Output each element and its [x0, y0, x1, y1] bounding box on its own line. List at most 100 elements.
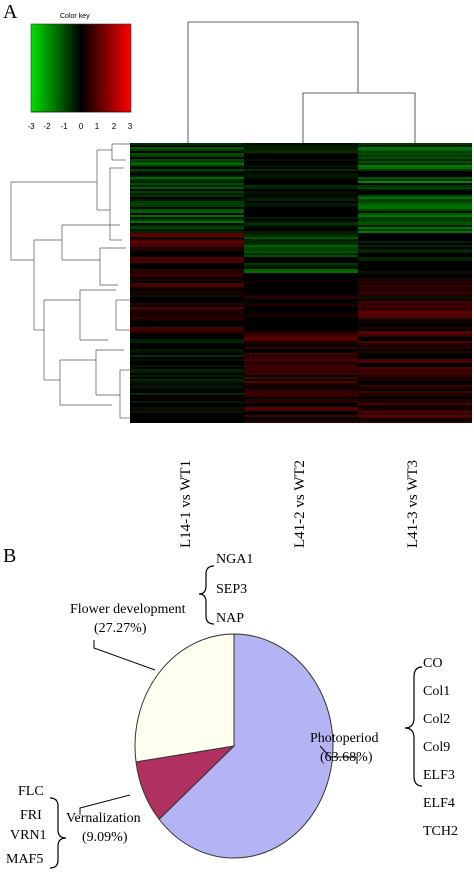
heatmap-cell — [358, 273, 472, 275]
pie-slice-photoperiod — [158, 633, 334, 859]
heatmap-cell — [130, 411, 244, 413]
heatmap-cell — [244, 199, 358, 201]
heatmap-cell — [130, 249, 244, 251]
heatmap-cell — [130, 279, 244, 281]
heatmap-cell — [130, 313, 244, 315]
heatmap-cell — [358, 359, 472, 361]
color-key-tick: 0 — [78, 122, 84, 131]
heatmap-cell — [130, 247, 244, 249]
heatmap-cell — [130, 233, 244, 235]
flower-dev-brace — [198, 565, 215, 625]
heatmap-cell — [358, 373, 472, 375]
heatmap-cell — [358, 221, 472, 223]
heatmap-cell — [358, 347, 472, 349]
heatmap-cell — [358, 409, 472, 411]
color-key-title: Color key — [60, 13, 90, 20]
heatmap-cell — [358, 415, 472, 417]
heatmap-cell — [244, 145, 358, 147]
heatmap-cell — [358, 305, 472, 307]
heatmap-cell — [358, 163, 472, 165]
pie-leaders — [79, 640, 358, 815]
heatmap-cell — [244, 355, 358, 357]
heatmap-cell — [358, 295, 472, 297]
photoperiod-brace — [404, 666, 423, 787]
heatmap-cell — [358, 279, 472, 281]
heatmap-cell — [358, 421, 472, 423]
gene-label: NGA1 — [216, 552, 254, 567]
heatmap-cell — [358, 179, 472, 181]
flower-development-percent: (27.27%) — [94, 621, 147, 636]
heatmap-cell — [358, 241, 472, 243]
heatmap-cell — [358, 345, 472, 347]
heatmap-cell — [130, 315, 244, 317]
heatmap-cell — [244, 419, 358, 421]
heatmap-cell — [244, 147, 358, 149]
heatmap-cell — [358, 335, 472, 337]
photoperiod-leader — [319, 745, 358, 764]
heatmap-cell — [358, 245, 472, 247]
heatmap-cell — [358, 199, 472, 201]
heatmap-cell — [358, 403, 472, 405]
heatmap-cell — [130, 177, 244, 179]
heatmap-cell — [358, 161, 472, 163]
heatmap-cell — [130, 231, 244, 233]
heatmap-cell — [244, 359, 358, 361]
heatmap-cell — [130, 163, 244, 165]
heatmap-cell — [244, 239, 358, 241]
heatmap-cell — [130, 203, 244, 205]
heatmap-cell — [358, 413, 472, 415]
heatmap-cell — [358, 287, 472, 289]
heatmap-cell — [358, 195, 472, 197]
heatmap-cell — [244, 363, 358, 365]
heatmap-cell — [130, 181, 244, 183]
heatmap-cell — [244, 197, 358, 199]
heatmap-cell — [358, 311, 472, 313]
flower-dev-leader — [93, 640, 156, 671]
heatmap-cell — [130, 165, 244, 167]
heatmap-cell — [130, 269, 244, 271]
panel-a-letter: A — [3, 1, 18, 23]
column-dendrogram — [187, 21, 416, 143]
heatmap-cell — [244, 391, 358, 393]
heatmap-cell — [244, 177, 358, 179]
heatmap-cell — [130, 319, 244, 321]
heatmap-cell — [130, 239, 244, 241]
heatmap-cell — [244, 175, 358, 177]
heatmap-cell — [358, 351, 472, 353]
heatmap-cell — [358, 385, 472, 387]
heatmap-cell — [358, 169, 472, 171]
color-key-tick: 3 — [127, 122, 133, 131]
heatmap-cell — [244, 253, 358, 255]
heatmap-cell — [358, 341, 472, 343]
heatmap-cell — [130, 317, 244, 319]
heatmap-cell — [244, 373, 358, 375]
vernalization-brace — [49, 797, 67, 869]
heatmap-cell — [244, 313, 358, 315]
heatmap-cell — [244, 205, 358, 207]
heatmap-cell — [358, 327, 472, 329]
heatmap-cell — [130, 205, 244, 207]
heatmap-cell — [358, 207, 472, 209]
heatmap-cell — [358, 377, 472, 379]
heatmap-cell — [358, 149, 472, 151]
heatmap-cell — [358, 411, 472, 413]
heatmap-cell — [130, 175, 244, 177]
color-key-tick: -2 — [43, 122, 51, 131]
heatmap-cell — [244, 399, 358, 401]
heatmap-cell — [130, 385, 244, 387]
heatmap-cell — [358, 361, 472, 363]
color-key-gradient — [30, 23, 132, 113]
heatmap-cell — [358, 165, 472, 167]
pie-chart — [134, 633, 334, 859]
heatmap-cell — [130, 339, 244, 341]
heatmap-cell — [358, 209, 472, 211]
heatmap-cell — [358, 309, 472, 311]
heatmap-cell — [130, 259, 244, 261]
heatmap-cell — [358, 281, 472, 283]
heatmap-cell — [244, 297, 358, 299]
gene-label: MAF5 — [6, 852, 44, 867]
heatmap-cell — [130, 191, 244, 193]
heatmap-cell — [130, 225, 244, 227]
heatmap-cell — [130, 159, 244, 161]
heatmap-cell — [358, 401, 472, 403]
